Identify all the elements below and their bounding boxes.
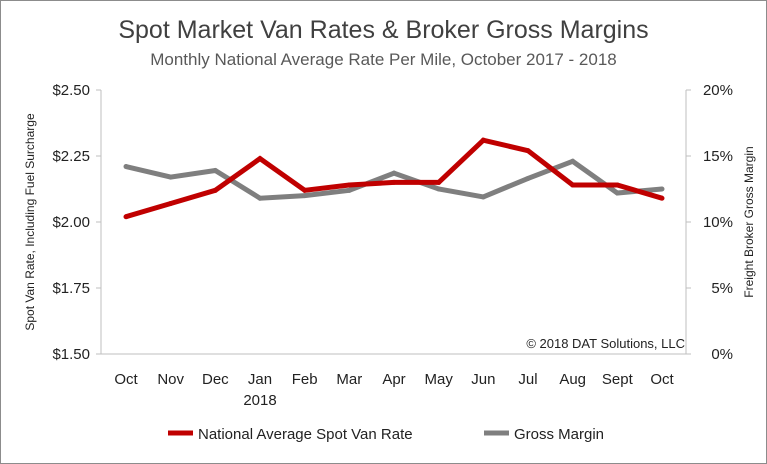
y-left-tick-label: $2.50 (52, 82, 90, 99)
point-spot-van-rate (436, 179, 442, 185)
x-tick-label: Apr (382, 371, 405, 388)
x-tick-label: Mar (336, 371, 362, 388)
point-spot-van-rate (480, 137, 486, 143)
point-gross-margin (123, 164, 129, 170)
point-gross-margin (436, 186, 442, 192)
x-tick-sublabel: 2018 (243, 392, 276, 409)
x-tick-label: Oct (650, 371, 674, 388)
point-gross-margin (346, 187, 352, 193)
point-gross-margin (212, 168, 218, 174)
point-gross-margin (257, 195, 263, 201)
point-spot-van-rate (302, 187, 308, 193)
y-right-tick-label: 20% (703, 82, 733, 99)
chart-subtitle: Monthly National Average Rate Per Mile, … (150, 50, 617, 69)
point-spot-van-rate (659, 195, 665, 201)
y-axis-right-title: Freight Broker Gross Margin (742, 146, 756, 297)
point-spot-van-rate (346, 182, 352, 188)
y-left-tick-label: $1.50 (52, 346, 90, 363)
x-tick-label: May (424, 371, 453, 388)
point-gross-margin (168, 174, 174, 180)
point-spot-van-rate (168, 201, 174, 207)
point-gross-margin (659, 186, 665, 192)
x-tick-label: Jun (471, 371, 495, 388)
chart-marks: $2.50 $2.25 $2.00 $1.75 $1.50 20% 15% 10% 5% 0% Oc… (52, 82, 733, 409)
x-tick-label: Feb (292, 371, 318, 388)
point-spot-van-rate (614, 182, 620, 188)
legend-label-gross-margin: Gross Margin (514, 426, 604, 443)
x-tick-label: Nov (157, 371, 184, 388)
legend-label-spot-rate: National Average Spot Van Rate (198, 426, 413, 443)
y-axis-left-title: Spot Van Rate, Including Fuel Surcharge (23, 113, 37, 331)
series-line-spot-van-rate (125, 137, 663, 220)
y-left-tick-label: $1.75 (52, 280, 90, 297)
x-tick-label: Jan (248, 371, 272, 388)
y-right-tick-label: 15% (703, 148, 733, 165)
copyright-annotation: © 2018 DAT Solutions, LLC (526, 336, 685, 351)
y-left-tick-label: $2.25 (52, 148, 90, 165)
point-spot-van-rate (212, 187, 218, 193)
y-right-tick-label: 10% (703, 214, 733, 231)
x-tick-label: Sept (602, 371, 634, 388)
chart-title: Spot Market Van Rates & Broker Gross Mar… (118, 16, 649, 44)
point-spot-van-rate (123, 214, 129, 220)
point-spot-van-rate (391, 179, 397, 185)
point-gross-margin (302, 193, 308, 199)
point-gross-margin (570, 158, 576, 164)
x-tick-label: Aug (559, 371, 586, 388)
point-spot-van-rate (257, 156, 263, 162)
y-right-tick-label: 5% (711, 280, 733, 297)
x-tick-label: Jul (518, 371, 537, 388)
point-gross-margin (391, 170, 397, 176)
x-tick-label: Dec (202, 371, 229, 388)
point-gross-margin (614, 190, 620, 196)
point-gross-margin (480, 194, 486, 200)
x-tick-label: Oct (114, 371, 138, 388)
point-spot-van-rate (525, 148, 531, 154)
point-spot-van-rate (570, 182, 576, 188)
y-right-tick-label: 0% (711, 346, 733, 363)
point-gross-margin (525, 175, 531, 181)
y-left-tick-label: $2.00 (52, 214, 90, 231)
